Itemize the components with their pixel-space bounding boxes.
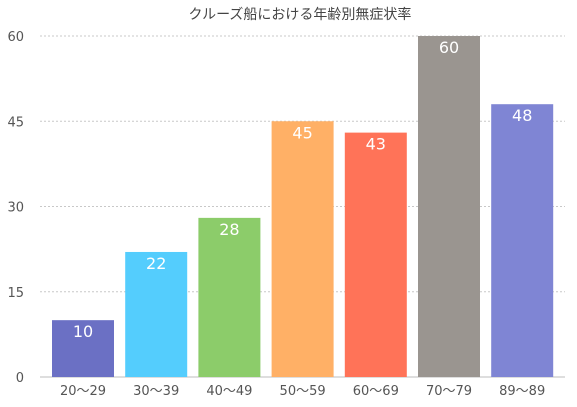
data-label: 22 (146, 254, 166, 273)
bar (344, 132, 407, 377)
y-tick-label: 15 (7, 286, 24, 301)
bar (491, 104, 554, 377)
data-label: 28 (219, 220, 239, 239)
x-tick-label: 60〜69 (353, 384, 399, 399)
x-tick-label: 20〜29 (60, 384, 106, 399)
x-tick-label: 50〜59 (280, 384, 326, 399)
bar (52, 320, 114, 377)
bar (418, 36, 480, 377)
bar (198, 217, 261, 377)
data-label: 43 (366, 135, 386, 154)
data-label: 45 (292, 123, 312, 142)
data-label: 60 (439, 38, 459, 57)
y-tick-label: 45 (7, 115, 24, 130)
x-tick-label: 30〜39 (133, 384, 179, 399)
x-tick-label: 40〜49 (206, 384, 252, 399)
y-tick-label: 0 (16, 371, 24, 386)
bar (125, 251, 188, 377)
data-label: 48 (512, 106, 532, 125)
x-tick-label: 70〜79 (426, 384, 472, 399)
x-tick-label: 89〜89 (499, 384, 545, 399)
data-label: 10 (73, 322, 93, 341)
bar (271, 121, 334, 377)
bars (52, 36, 554, 377)
labels: 0 15 30 45 60 10 20〜29 22 30〜39 28 40〜49 45 50〜59 43 6… (7, 30, 545, 399)
chart-title: クルーズ船における年齢別無症状率 (189, 6, 412, 23)
y-tick-label: 30 (7, 201, 24, 216)
y-tick-label: 60 (7, 30, 24, 45)
